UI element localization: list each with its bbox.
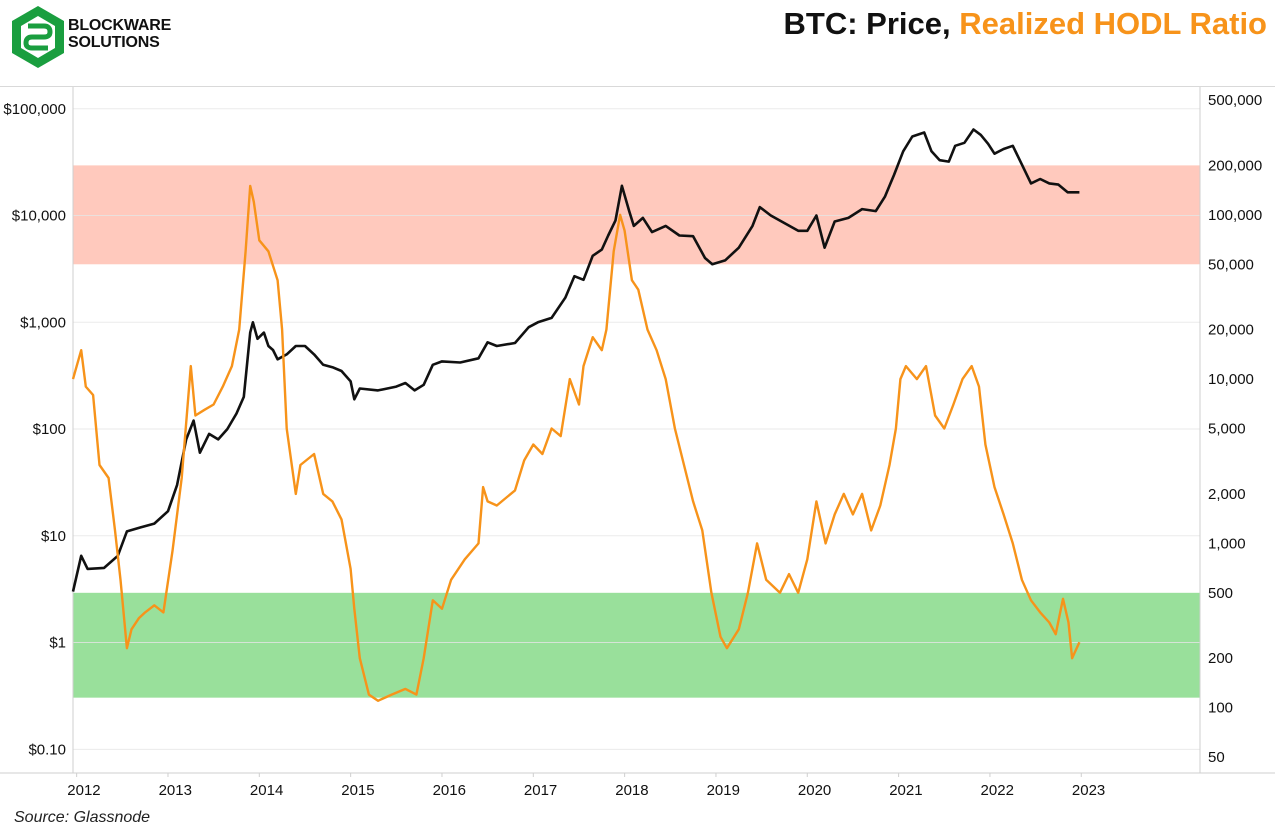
brand-line-2: SOLUTIONS [68,34,160,51]
right-tick-label-1: 100 [1208,700,1233,717]
x-tick-label-10: 2022 [981,782,1014,799]
right-tick-label-12: 500,000 [1208,92,1262,109]
left-tick-label-2: $10 [41,528,66,545]
x-tick-label-4: 2016 [433,782,466,799]
hodl-ratio-series-line [71,184,1081,702]
right-tick-label-9: 50,000 [1208,256,1254,273]
right-tick-label-6: 5,000 [1208,421,1246,438]
right-tick-label-5: 2,000 [1208,486,1246,503]
x-tick-label-1: 2013 [159,782,192,799]
brand-line-1: BLOCKWARE [68,17,172,34]
left-tick-label-0: $0.10 [28,741,66,758]
chart-title: BTC: Price, Realized HODL Ratio [784,6,1267,42]
header: BLOCKWARE SOLUTIONS BTC: Price, Realized… [0,0,1275,86]
left-tick-label-6: $100,000 [3,101,66,118]
left-tick-label-4: $1,000 [20,314,66,331]
left-tick-label-1: $1 [49,635,66,652]
x-tick-label-0: 2012 [67,782,100,799]
left-tick-label-5: $10,000 [12,208,66,225]
right-tick-label-11: 200,000 [1208,157,1262,174]
x-tick-label-5: 2017 [524,782,557,799]
title-price: BTC: Price, [783,6,960,41]
right-tick-label-4: 1,000 [1208,535,1246,552]
chart-canvas: $0.10 $1 $10 $100 $1,000 $10,000 $100,000 50 100… [0,87,1275,799]
right-tick-label-0: 50 [1208,749,1225,766]
right-tick-label-2: 200 [1208,650,1233,667]
brand-name: BLOCKWARE SOLUTIONS [68,17,171,51]
green-band [73,592,1200,698]
x-tick-label-2: 2014 [250,782,283,799]
price-series-line [71,128,1080,592]
right-tick-label-10: 100,000 [1208,207,1262,224]
title-hodl: Realized HODL Ratio [959,6,1267,41]
x-tick-label-8: 2020 [798,782,831,799]
left-tick-label-3: $100 [33,421,66,438]
red-band [73,165,1200,265]
x-tick-label-9: 2021 [889,782,922,799]
header-divider [0,86,1275,87]
right-tick-label-8: 20,000 [1208,322,1254,339]
x-tick-label-6: 2018 [615,782,648,799]
x-tick-label-7: 2019 [707,782,740,799]
source-note: Source: Glassnode [14,809,151,826]
right-tick-label-3: 500 [1208,585,1233,602]
blockware-logo-icon [12,6,64,68]
x-tick-label-3: 2015 [341,782,374,799]
x-tick-label-11: 2023 [1072,782,1105,799]
right-tick-label-7: 10,000 [1208,371,1254,388]
